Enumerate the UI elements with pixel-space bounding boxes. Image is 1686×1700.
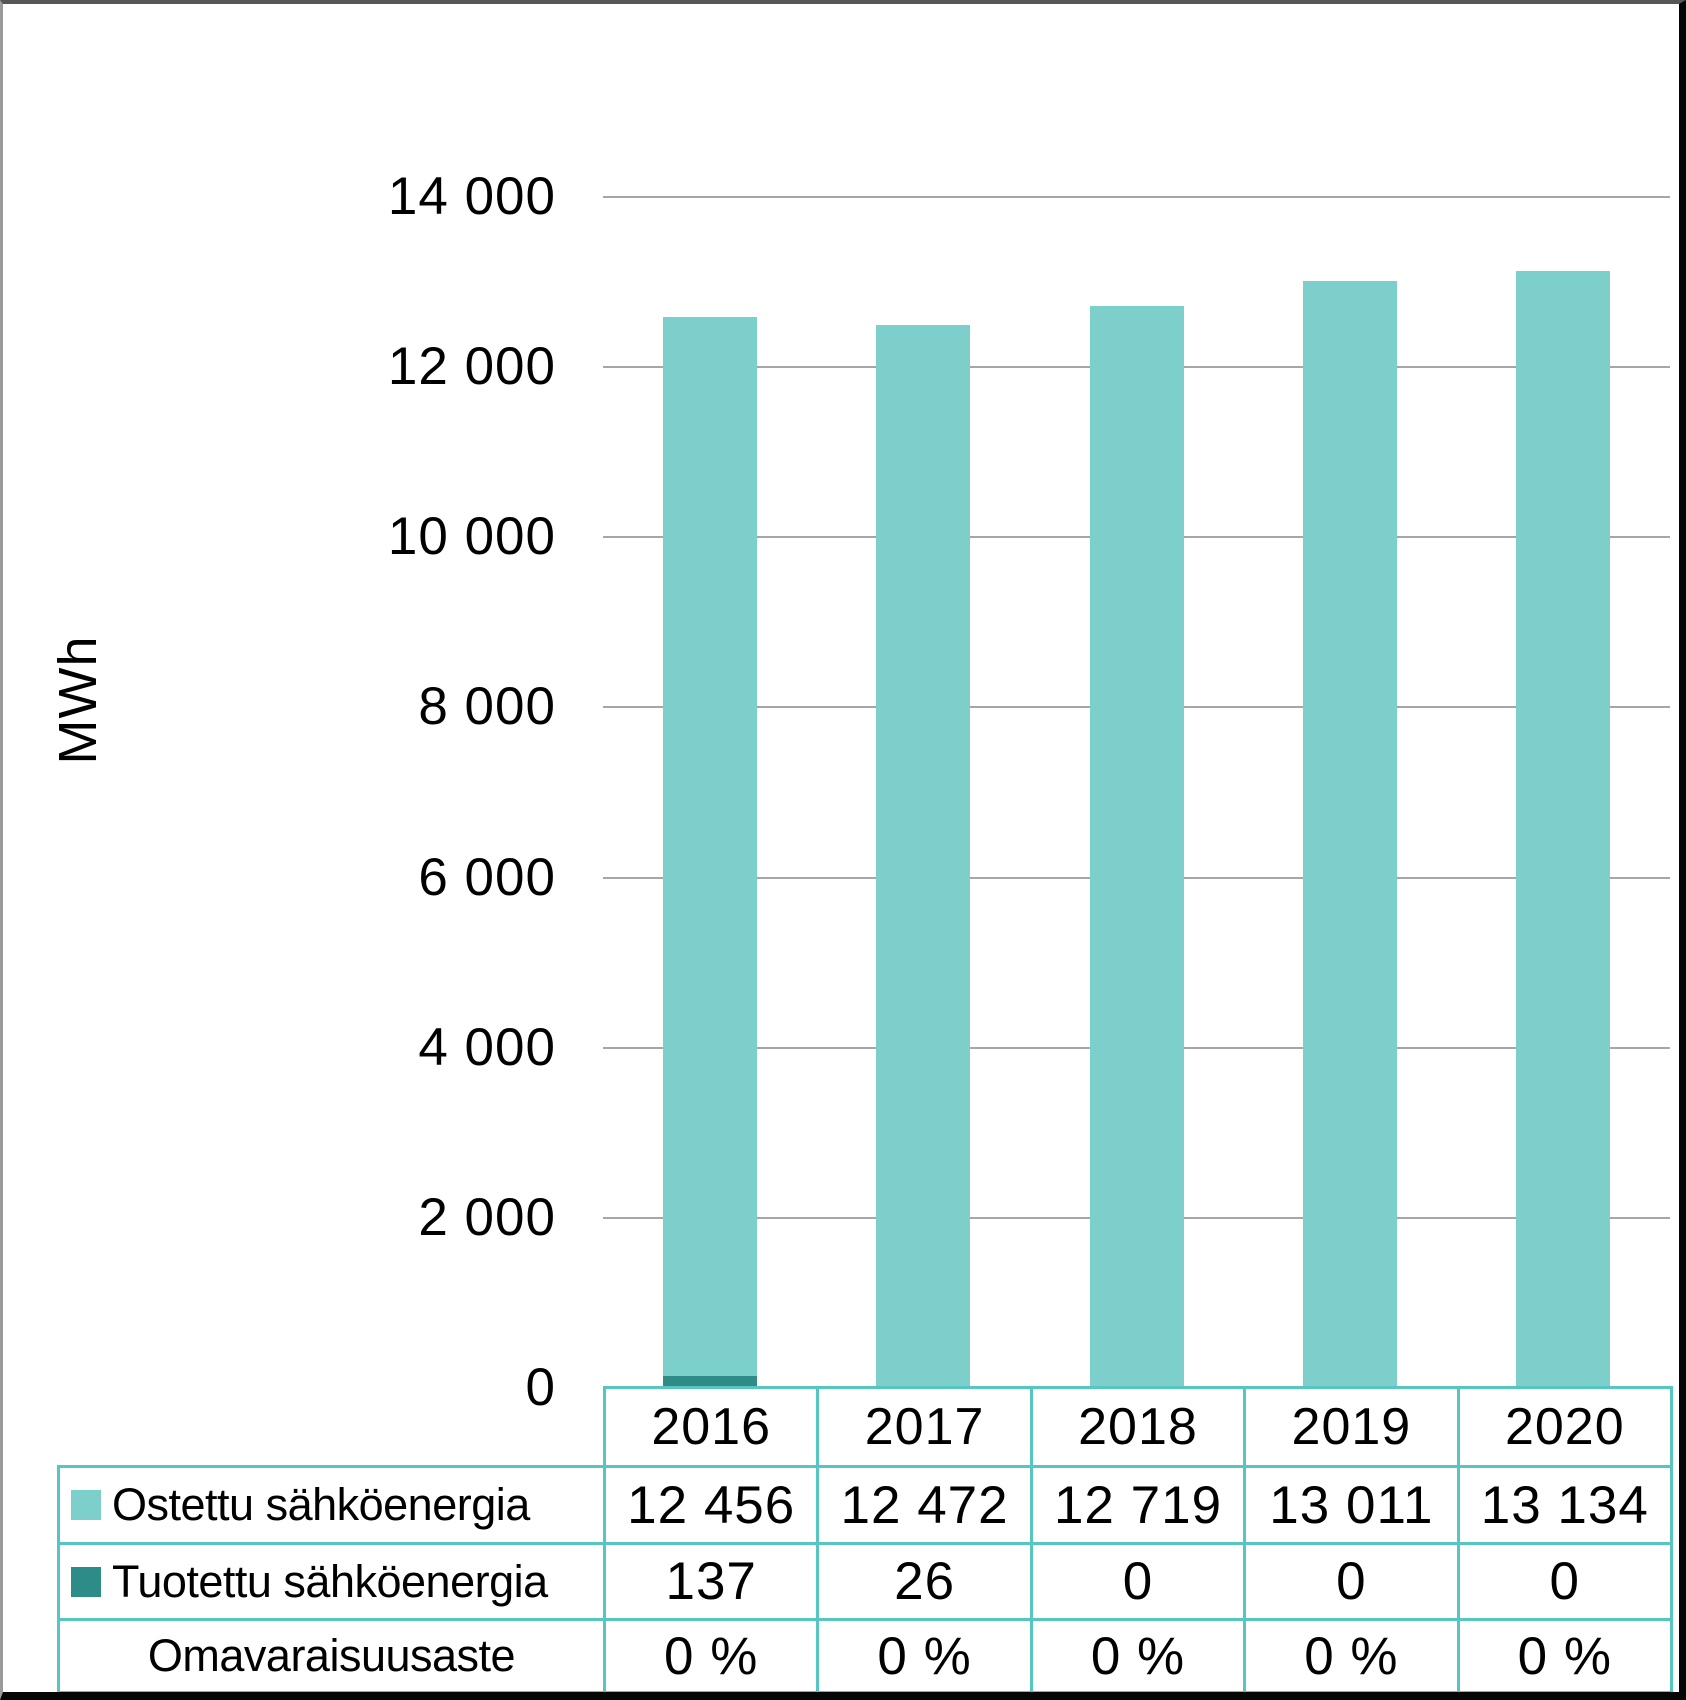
bar-2016-ostettu-sahkoenergia bbox=[662, 316, 757, 1377]
table-cell-tuotettu-sahkoenergia-2016: 137 bbox=[603, 1542, 820, 1621]
y-tick-label-4000: 4 000 bbox=[418, 1017, 556, 1077]
table-cell-ostettu-sahkoenergia-2016: 12 456 bbox=[603, 1465, 820, 1545]
legend-swatch-ostettu-sahkoenergia bbox=[71, 1490, 101, 1520]
table-header-year-2016: 2016 bbox=[603, 1386, 820, 1468]
table-cell-ostettu-sahkoenergia-2019: 13 011 bbox=[1243, 1465, 1460, 1545]
table-row-label-text: Tuotettu sähköenergia bbox=[112, 1555, 548, 1607]
y-tick-label-12000: 12 000 bbox=[387, 337, 556, 397]
table-row-label-text: Omavaraisuusaste bbox=[147, 1630, 516, 1681]
table-header-year-2020: 2020 bbox=[1456, 1386, 1673, 1468]
legend-swatch-tuotettu-sahkoenergia bbox=[71, 1566, 101, 1597]
y-axis-title: MWh bbox=[48, 635, 108, 765]
table-row-label-tuotettu-sahkoenergia: Tuotettu sähköenergia bbox=[57, 1542, 606, 1621]
table-cell-omavaraisuusaste-2020: 0 % bbox=[1456, 1618, 1673, 1694]
y-tick-label-14000: 14 000 bbox=[387, 167, 556, 226]
y-tick-label-0: 0 bbox=[525, 1358, 556, 1417]
table-cell-tuotettu-sahkoenergia-2020: 0 bbox=[1456, 1542, 1673, 1621]
table-row-label-omavaraisuusaste: Omavaraisuusaste bbox=[57, 1618, 606, 1694]
table-cell-omavaraisuusaste-2019: 0 % bbox=[1243, 1618, 1460, 1694]
bar-2019-ostettu-sahkoenergia bbox=[1302, 281, 1397, 1388]
table-cell-tuotettu-sahkoenergia-2019: 0 bbox=[1243, 1542, 1460, 1621]
table-cell-ostettu-sahkoenergia-2020: 13 134 bbox=[1456, 1465, 1673, 1545]
y-tick-label-10000: 10 000 bbox=[387, 507, 556, 567]
table-cell-ostettu-sahkoenergia-2017: 12 472 bbox=[816, 1465, 1033, 1545]
table-cell-tuotettu-sahkoenergia-2018: 0 bbox=[1029, 1542, 1247, 1621]
table-row-label-ostettu-sahkoenergia: Ostettu sähköenergia bbox=[57, 1465, 606, 1545]
table-header-year-2019: 2019 bbox=[1243, 1386, 1460, 1468]
y-tick-label-2000: 2 000 bbox=[418, 1187, 556, 1247]
bar-2017-ostettu-sahkoenergia bbox=[876, 324, 971, 1386]
y-tick-label-6000: 6 000 bbox=[418, 847, 556, 907]
table-cell-tuotettu-sahkoenergia-2017: 26 bbox=[816, 1542, 1033, 1621]
table-header-year-2018: 2018 bbox=[1029, 1386, 1247, 1468]
bar-2020-ostettu-sahkoenergia bbox=[1516, 270, 1611, 1388]
table-cell-omavaraisuusaste-2017: 0 % bbox=[816, 1618, 1033, 1694]
grid-line-14000 bbox=[603, 196, 1670, 198]
table-cell-ostettu-sahkoenergia-2018: 12 719 bbox=[1029, 1465, 1247, 1545]
table-header-year-2017: 2017 bbox=[816, 1386, 1033, 1468]
table-cell-omavaraisuusaste-2016: 0 % bbox=[603, 1618, 820, 1694]
table-row-label-text: Ostettu sähköenergia bbox=[112, 1479, 530, 1530]
table-cell-omavaraisuusaste-2018: 0 % bbox=[1029, 1618, 1247, 1694]
bar-2018-ostettu-sahkoenergia bbox=[1089, 306, 1184, 1388]
bar-2016-tuotettu-sahkoenergia bbox=[662, 1376, 757, 1388]
y-tick-label-8000: 8 000 bbox=[418, 677, 556, 737]
